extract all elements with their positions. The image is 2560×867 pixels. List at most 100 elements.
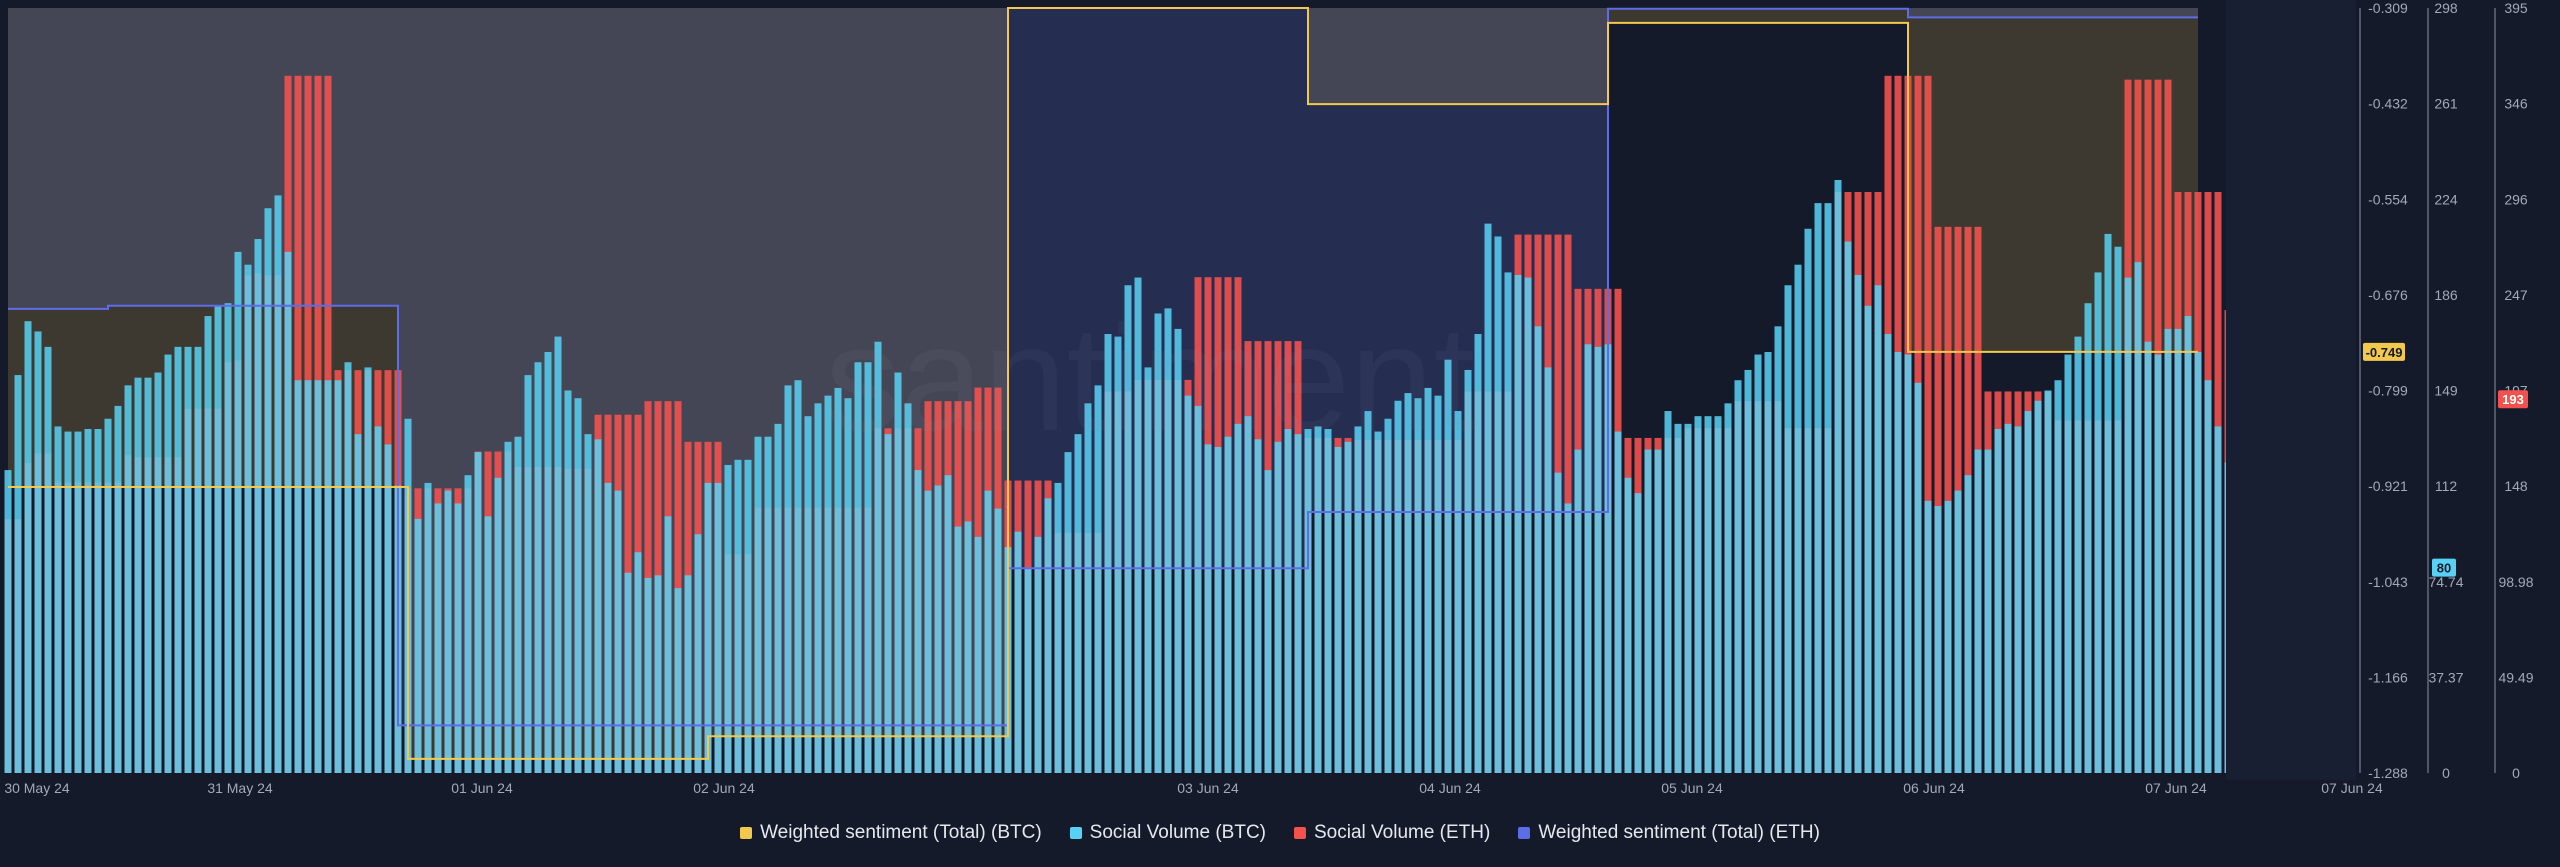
bar-social-volume-btc bbox=[1724, 403, 1732, 773]
bar-social-volume-btc bbox=[1024, 567, 1032, 773]
bar-social-volume-btc bbox=[444, 490, 452, 773]
bar-social-volume-btc bbox=[2154, 354, 2162, 773]
line-sentiment-eth bbox=[8, 7, 2198, 727]
eth-volume-value-tag: 193 bbox=[2502, 392, 2524, 407]
btc-volume-tick-label: 37.37 bbox=[2428, 669, 2463, 685]
sentiment-tick-label: -0.309 bbox=[2368, 0, 2408, 16]
bar-social-volume-btc bbox=[794, 380, 802, 773]
bar-social-volume-btc bbox=[354, 434, 362, 773]
bar-social-volume-btc bbox=[364, 367, 372, 773]
bar-social-volume-btc bbox=[1814, 203, 1822, 773]
legend-item-sentiment-btc[interactable]: Weighted sentiment (Total) (BTC) bbox=[740, 822, 1042, 844]
bar-social-volume-btc bbox=[974, 536, 982, 773]
bar-social-volume-btc bbox=[1774, 326, 1782, 773]
bar-social-volume-btc bbox=[1674, 423, 1682, 773]
bar-social-volume-btc bbox=[1454, 411, 1462, 773]
bar-social-volume-btc bbox=[674, 588, 682, 773]
bar-social-volume-btc bbox=[2084, 303, 2092, 773]
bar-social-volume-btc bbox=[934, 485, 942, 773]
sentiment-tick-label: -0.921 bbox=[2368, 478, 2408, 494]
btc-volume-tick-label: 298 bbox=[2434, 0, 2458, 16]
bar-social-volume-btc bbox=[14, 375, 22, 773]
eth-volume-tick-label: 395 bbox=[2504, 0, 2528, 16]
bar-social-volume-btc bbox=[1274, 441, 1282, 773]
bar-social-volume-btc bbox=[244, 264, 252, 773]
bar-social-volume-btc bbox=[274, 195, 282, 774]
watermark: santiment bbox=[825, 294, 1475, 462]
bar-social-volume-btc bbox=[1804, 228, 1812, 774]
bar-social-volume-btc bbox=[1594, 346, 1602, 773]
bar-social-volume-btc bbox=[1524, 277, 1532, 773]
bar-social-volume-btc bbox=[1064, 452, 1072, 773]
bar-social-volume-btc bbox=[994, 508, 1002, 773]
bar-social-volume-btc bbox=[284, 251, 292, 773]
bar-social-volume-btc bbox=[334, 380, 342, 773]
btc-volume-tick-label: 149 bbox=[2434, 383, 2458, 399]
bar-social-volume-btc bbox=[384, 444, 392, 773]
bar-social-volume-btc bbox=[1514, 274, 1522, 773]
bar-social-volume-btc bbox=[434, 503, 442, 773]
eth-volume-tick-label: 0 bbox=[2512, 765, 2520, 781]
bar-social-volume-btc bbox=[964, 521, 972, 773]
bar-social-volume-btc bbox=[814, 403, 822, 773]
legend-item-social-volume-btc[interactable]: Social Volume (BTC) bbox=[1069, 822, 1266, 844]
bar-social-volume-btc bbox=[114, 405, 122, 773]
bar-social-volume-btc bbox=[984, 490, 992, 773]
bar-social-volume-btc bbox=[514, 436, 522, 773]
bar-social-volume-btc bbox=[2104, 233, 2112, 774]
bar-social-volume-btc bbox=[844, 398, 852, 773]
bar-social-volume-btc bbox=[464, 475, 472, 773]
btc-volume-tick-label: 186 bbox=[2434, 287, 2458, 303]
legend: Weighted sentiment (Total) (BTC) Social … bbox=[0, 818, 2560, 848]
axis-panel-shade bbox=[2226, 0, 2356, 780]
bar-social-volume-btc bbox=[654, 575, 662, 773]
bar-social-volume-btc bbox=[1694, 416, 1702, 773]
sentiment-btc-value-tag: -0.749 bbox=[2366, 345, 2403, 360]
legend-item-social-volume-eth[interactable]: Social Volume (ETH) bbox=[1294, 822, 1490, 844]
legend-label-social-volume-btc: Social Volume (BTC) bbox=[1089, 822, 1266, 843]
bar-social-volume-btc bbox=[424, 482, 432, 773]
bar-social-volume-btc bbox=[1994, 429, 2002, 773]
bar-social-volume-btc bbox=[894, 372, 902, 773]
bar-social-volume-btc bbox=[944, 475, 952, 773]
bar-social-volume-btc bbox=[504, 441, 512, 773]
bar-social-volume-btc bbox=[784, 385, 792, 773]
bar-social-volume-btc bbox=[1044, 498, 1052, 773]
bar-social-volume-btc bbox=[174, 346, 182, 773]
bar-social-volume-btc bbox=[1954, 490, 1962, 773]
bar-social-volume-btc bbox=[1924, 500, 1932, 773]
eth-volume-tick-label: 296 bbox=[2504, 191, 2528, 207]
bar-social-volume-btc bbox=[2054, 380, 2062, 773]
bar-social-volume-btc bbox=[1734, 380, 1742, 773]
bar-social-volume-btc bbox=[414, 518, 422, 773]
bar-social-volume-btc bbox=[954, 526, 962, 773]
bar-social-volume-btc bbox=[1204, 444, 1212, 773]
x-axis: 30 May 24 31 May 24 01 Jun 24 02 Jun 24 03 J… bbox=[4, 780, 2383, 796]
bar-social-volume-btc bbox=[24, 321, 32, 773]
bar-social-volume-btc bbox=[34, 331, 42, 773]
bar-social-volume-btc bbox=[804, 416, 812, 773]
bar-social-volume-btc bbox=[2184, 316, 2192, 773]
bar-social-volume-btc bbox=[824, 395, 832, 773]
x-tick-label: 31 May 24 bbox=[207, 780, 273, 796]
bar-social-volume-btc bbox=[154, 372, 162, 773]
bar-social-volume-btc bbox=[264, 208, 272, 774]
bar-social-volume-btc bbox=[714, 482, 722, 773]
bar-social-volume-btc bbox=[864, 362, 872, 773]
bar-social-volume-btc bbox=[1214, 446, 1222, 773]
bar-social-volume-btc bbox=[1424, 387, 1432, 773]
bar-social-volume-btc bbox=[1534, 326, 1542, 773]
bar-social-volume-btc bbox=[774, 423, 782, 773]
bar-social-volume-btc bbox=[4, 470, 12, 773]
bar-social-volume-btc bbox=[1854, 274, 1862, 773]
legend-item-sentiment-eth[interactable]: Weighted sentiment (Total) (ETH) bbox=[1518, 822, 1820, 844]
btc-volume-tick-label: 74.74 bbox=[2428, 574, 2463, 590]
bar-social-volume-btc bbox=[1784, 285, 1792, 773]
bar-social-volume-btc bbox=[1414, 398, 1422, 773]
bar-social-volume-btc bbox=[1574, 449, 1582, 773]
bar-social-volume-btc bbox=[1134, 277, 1142, 773]
eth-volume-tick-label: 346 bbox=[2504, 96, 2528, 112]
bar-social-volume-btc bbox=[2004, 423, 2012, 773]
bar-social-volume-btc bbox=[1614, 431, 1622, 773]
